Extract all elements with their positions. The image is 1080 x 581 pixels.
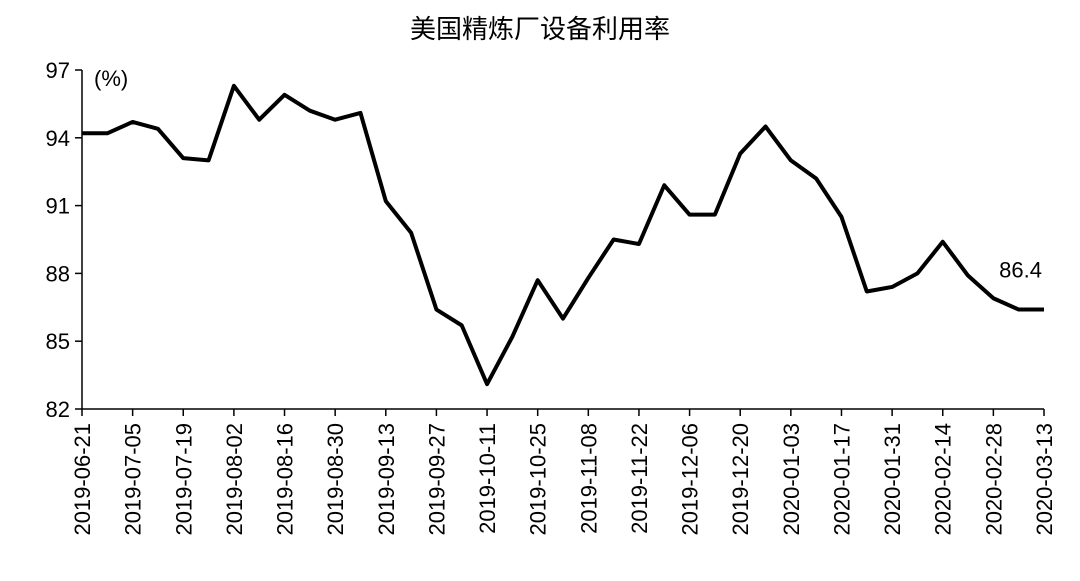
y-tick-label: 82	[46, 397, 70, 422]
x-tick-label: 2019-11-22	[627, 423, 652, 534]
y-unit: (%)	[94, 66, 128, 91]
x-tick-label: 2020-02-14	[931, 423, 956, 536]
y-tick-label: 85	[46, 329, 70, 354]
x-tick-label: 2019-11-08	[576, 423, 601, 534]
x-tick-label: 2019-06-21	[70, 423, 95, 536]
x-tick-label: 2019-07-19	[171, 423, 196, 536]
x-tick-label: 2019-07-05	[121, 423, 146, 536]
x-tick-label: 2020-01-17	[829, 423, 854, 536]
line	[82, 83, 1044, 387]
x-tick-label: 2020-01-03	[779, 423, 804, 536]
x-tick-label: 2019-08-16	[273, 423, 298, 536]
x-tick-label: 2019-09-13	[374, 423, 399, 536]
x-tick-label: 2019-12-06	[678, 423, 703, 536]
x-tick-label: 2019-10-25	[526, 423, 551, 536]
x-tick-label: 2019-10-11	[475, 423, 500, 534]
x-tick-label: 2019-12-20	[728, 423, 753, 536]
annotation: 86.4	[999, 258, 1042, 283]
x-tick-label: 2020-03-13	[1032, 423, 1057, 536]
x-tick-label: 2019-08-02	[222, 423, 247, 536]
x-tick-label: 2019-09-27	[424, 423, 449, 536]
x-tick-label: 2019-08-30	[323, 423, 348, 536]
y-tick-label: 97	[46, 58, 70, 83]
chart-title: 美国精炼厂设备利用率	[410, 14, 670, 44]
y-tick-label: 94	[46, 126, 70, 151]
x-tick-label: 2020-02-28	[981, 423, 1006, 536]
y-tick-label: 88	[46, 261, 70, 286]
y-tick-label: 91	[46, 194, 70, 219]
x-tick-label: 2020-01-31	[880, 423, 905, 536]
